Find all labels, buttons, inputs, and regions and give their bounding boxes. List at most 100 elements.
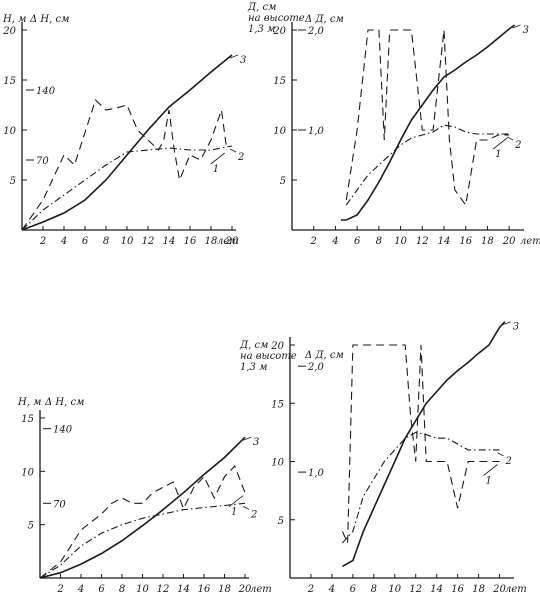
series-3-leader [502, 321, 511, 326]
x-tick-label: 4 [60, 236, 67, 247]
series-2-line [345, 124, 510, 206]
x-tick-label: 2 [56, 584, 63, 595]
y-tick-label: 10 [3, 126, 16, 137]
series-2-line [21, 145, 233, 231]
y-axis-title-line: Д, см [247, 2, 276, 13]
x-tick-label: 4 [77, 584, 84, 595]
series-3-line [340, 24, 516, 221]
x-tick-label: 16 [451, 584, 464, 595]
x-tick-label: 4 [331, 236, 338, 247]
x-tick-label: 2 [307, 584, 314, 595]
series-1-leader [492, 137, 508, 150]
y2-tick-label: 140 [53, 425, 73, 436]
x-tick-label: 12 [157, 584, 170, 595]
x-tick-label: 18 [218, 584, 231, 595]
y-axis-title: H, м [2, 14, 26, 25]
x-tick-label: 6 [98, 584, 105, 595]
x-tick-label: 18 [472, 584, 485, 595]
series-2-label: 2 [237, 152, 244, 163]
y-tick-label: 5 [280, 176, 286, 187]
x-axis-unit: лет [217, 236, 239, 247]
y2-axis-title: Δ Н, см [44, 397, 84, 408]
y-tick-label: 15 [271, 399, 284, 410]
x-tick-label: 20 [502, 236, 516, 247]
series-2-leader [229, 148, 237, 153]
series-2-label: 2 [250, 509, 257, 520]
x-tick-label: 2 [39, 236, 46, 247]
series-3-line [39, 436, 246, 579]
x-tick-label: 14 [163, 236, 176, 247]
x-tick-label: 20 [238, 584, 252, 595]
series-3-label: 3 [240, 55, 246, 66]
y-tick-label: 15 [3, 76, 16, 87]
series-1-label: 1 [231, 507, 237, 518]
y2-tick-label: 2,0 [307, 26, 325, 37]
y2-axis-title: Δ Д, см [304, 350, 344, 361]
y-tick-label: 20 [2, 26, 16, 37]
x-tick-label: 2 [310, 236, 317, 247]
x-tick-label: 10 [394, 236, 407, 247]
y-tick-label: 20 [272, 26, 286, 37]
series-2-leader [242, 505, 250, 510]
y2-tick-label: 70 [36, 156, 49, 167]
x-tick-label: 6 [350, 584, 357, 595]
series-2-label: 2 [514, 140, 521, 151]
x-tick-label: 16 [459, 236, 472, 247]
y-tick-label: 10 [21, 467, 34, 478]
x-tick-label: 10 [121, 236, 134, 247]
y-axis-title-line: на высоте [240, 351, 297, 362]
x-tick-label: 8 [376, 236, 382, 247]
y2-tick-label: 2,0 [307, 362, 325, 373]
series-1-line [341, 344, 500, 544]
y2-tick-label: 1,0 [308, 126, 325, 137]
y2-tick-label: 1,0 [308, 468, 325, 479]
y-axis-title-line: 1,3 м [248, 24, 275, 35]
series-1-leader [228, 495, 244, 507]
x-tick-label: 8 [119, 584, 125, 595]
y-tick-label: 15 [273, 76, 286, 87]
y2-tick-label: 140 [36, 86, 56, 97]
x-tick-label: 18 [481, 236, 494, 247]
x-axis-unit: лет [250, 584, 272, 595]
y-axis-title-line: 1,3 м [240, 362, 267, 373]
x-tick-label: 12 [142, 236, 155, 247]
series-3-line [342, 321, 506, 568]
series-3-line [21, 54, 233, 231]
series-3-label: 3 [513, 322, 519, 333]
series-1-leader [210, 152, 225, 165]
x-tick-label: 8 [371, 584, 377, 595]
y-tick-label: 15 [21, 414, 34, 425]
x-tick-label: 6 [354, 236, 361, 247]
x-tick-label: 16 [184, 236, 197, 247]
series-3-leader [512, 24, 521, 29]
series-3-label: 3 [523, 25, 529, 36]
series-2-leader [497, 452, 504, 457]
series-2-line [341, 431, 500, 544]
y-tick-label: 5 [28, 521, 34, 532]
y-axis-title: Н, м [17, 397, 41, 408]
series-1-label: 1 [495, 149, 501, 160]
x-tick-label: 10 [136, 584, 149, 595]
series-2-label: 2 [505, 456, 512, 467]
series-1-label: 1 [486, 476, 492, 487]
y2-axis-title: Δ Д, см [304, 14, 344, 25]
x-tick-label: 20 [225, 236, 239, 247]
x-tick-label: 6 [82, 236, 89, 247]
y-tick-label: 10 [273, 126, 286, 137]
series-3-leader [242, 436, 252, 441]
x-tick-label: 12 [409, 584, 422, 595]
x-tick-label: 14 [177, 584, 190, 595]
series-1-line [39, 464, 246, 579]
y-tick-label: 5 [10, 176, 16, 187]
series-2-line [39, 502, 246, 579]
y-tick-label: 5 [278, 516, 284, 527]
x-tick-label: 20 [492, 584, 506, 595]
y-tick-label: 10 [271, 458, 284, 469]
y-axis-title-line: на высоте [248, 13, 305, 24]
x-tick-label: 14 [430, 584, 443, 595]
x-axis-unit: лет [520, 236, 540, 247]
